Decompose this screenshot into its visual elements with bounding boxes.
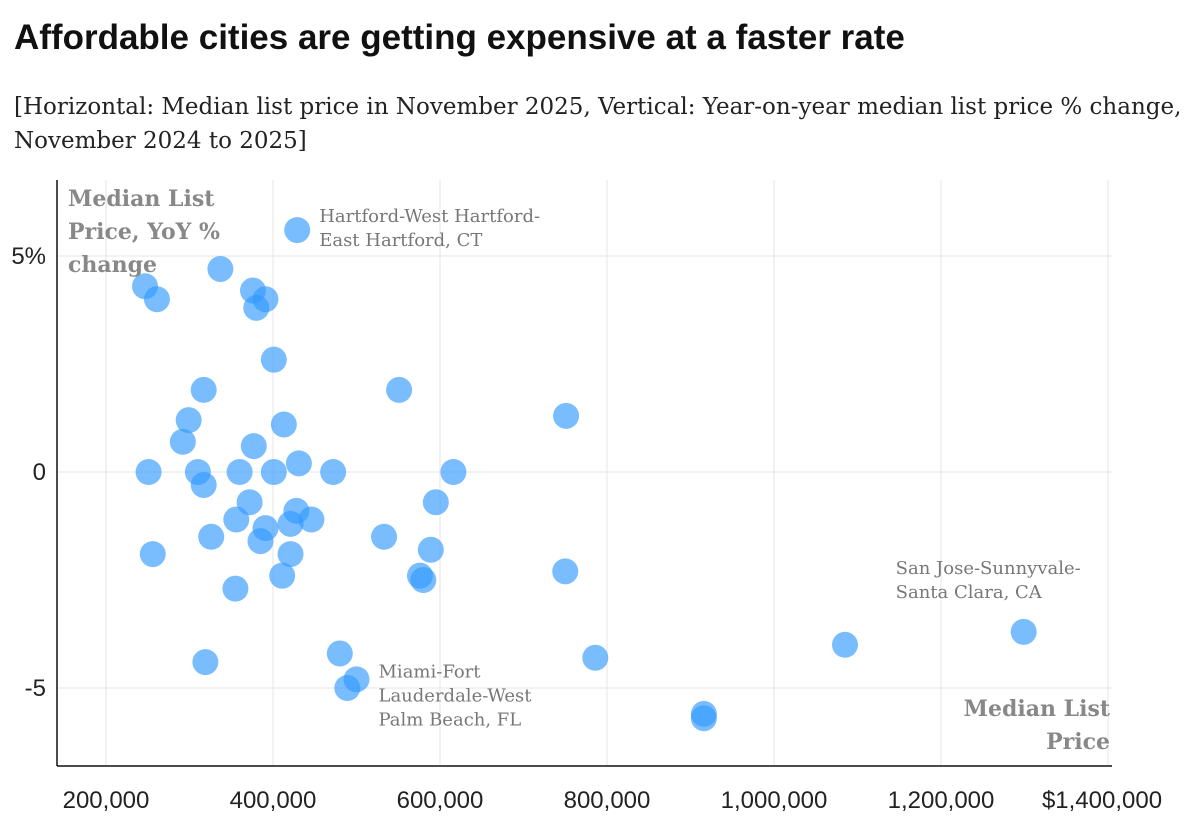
y-tick-label: 5% xyxy=(11,243,46,270)
chart-title: Affordable cities are getting expensive … xyxy=(14,18,905,57)
data-point xyxy=(192,649,219,676)
data-point xyxy=(269,562,296,589)
data-point xyxy=(270,411,297,438)
y-axis-title: Median List Price, YoY % change xyxy=(68,186,220,278)
data-point xyxy=(298,506,325,533)
data-point xyxy=(552,558,579,585)
annotation: Hartford-West Hartford-East Hartford, CT xyxy=(319,206,540,251)
x-tick-label: 400,000 xyxy=(230,787,317,814)
data-point xyxy=(260,346,287,373)
data-point xyxy=(260,459,287,485)
x-tick-label: 1,000,000 xyxy=(721,787,828,814)
data-point xyxy=(334,675,361,701)
data-point xyxy=(247,528,274,555)
data-point xyxy=(326,640,353,667)
x-tick-label: 200,000 xyxy=(63,787,150,814)
data-point xyxy=(223,506,250,533)
data-point xyxy=(198,523,225,550)
data-point xyxy=(207,255,234,282)
data-point xyxy=(410,567,437,593)
x-tick-label: $1,400,000 xyxy=(1042,787,1162,814)
data-point xyxy=(175,407,202,434)
x-tick-label: 1,200,000 xyxy=(888,787,995,814)
data-point xyxy=(440,459,467,485)
data-point xyxy=(222,575,249,602)
data-point xyxy=(386,376,413,403)
y-tick-label: -5 xyxy=(25,675,46,702)
data-point xyxy=(139,541,166,568)
data-point xyxy=(320,459,347,485)
x-tick-label: 600,000 xyxy=(397,787,484,814)
data-point xyxy=(422,489,449,516)
data-point xyxy=(582,644,609,671)
data-point xyxy=(240,433,267,460)
data-point xyxy=(277,510,304,537)
data-point xyxy=(831,631,858,658)
x-tick-label: 800,000 xyxy=(564,787,651,814)
data-point xyxy=(553,402,580,429)
data-point xyxy=(135,459,162,485)
annotation: Miami-Fort Lauderdale-West Palm Beach, FL xyxy=(379,661,533,730)
data-point xyxy=(371,523,398,550)
data-point xyxy=(1010,618,1037,645)
x-axis-title: Median List Price xyxy=(964,696,1111,755)
data-point xyxy=(190,376,217,403)
data-point xyxy=(690,705,717,732)
data-point xyxy=(285,450,312,477)
data-point xyxy=(277,541,304,568)
data-point xyxy=(417,536,444,563)
data-point xyxy=(284,217,311,244)
data-point xyxy=(243,294,270,321)
data-point xyxy=(169,428,196,455)
data-point xyxy=(226,459,253,485)
data-point xyxy=(143,286,170,313)
annotation: San Jose-Sunnyvale-Santa Clara, CA xyxy=(896,558,1081,603)
data-point xyxy=(190,471,217,498)
chart-subtitle: [Horizontal: Median list price in Novemb… xyxy=(14,94,1182,154)
y-tick-label: 0 xyxy=(33,459,46,486)
